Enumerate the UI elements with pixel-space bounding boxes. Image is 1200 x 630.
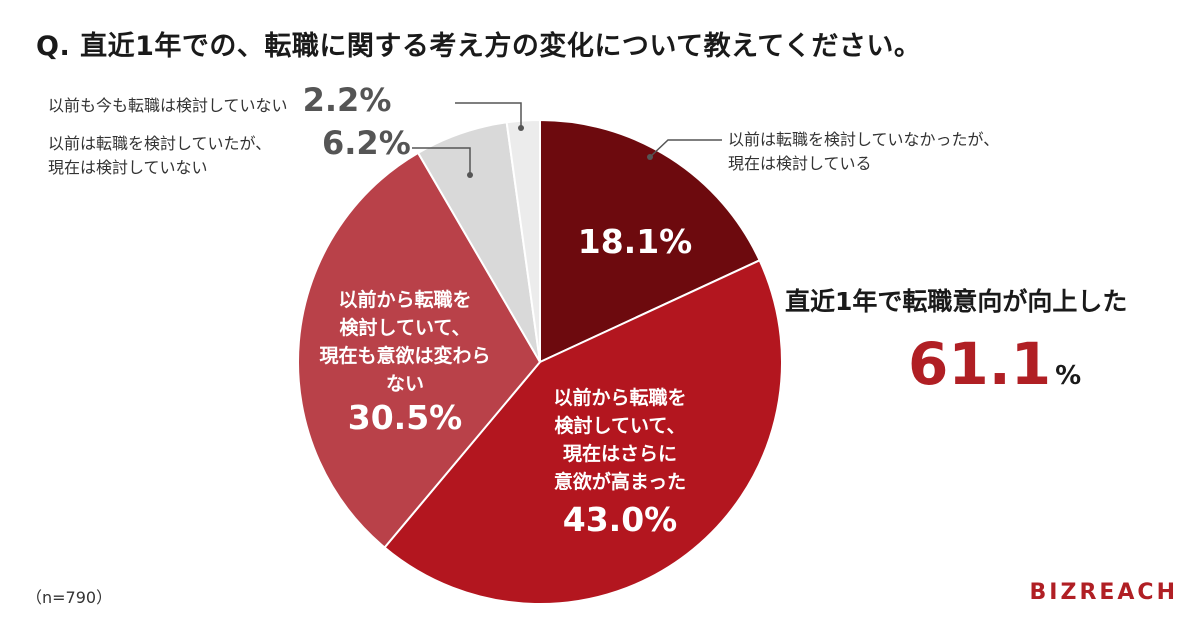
slice-2-value: 43.0%	[562, 500, 678, 539]
slice-3-label-line3: 現在も意欲は変わら	[319, 345, 491, 367]
leader-dot-slice-5	[518, 125, 524, 131]
slice-5-label: 以前も今も転職は検討していない	[48, 96, 288, 115]
slice-2-label-line2: 検討していて、	[554, 415, 686, 437]
leader-dot-slice-4	[467, 172, 473, 178]
leader-line-slice-4	[412, 147, 471, 175]
slice-5-value: 2.2%	[302, 81, 392, 119]
slice-2-label: 以前から転職を 検討していて、 現在はさらに 意欲が高まった	[520, 384, 720, 496]
pie-slice-5	[505, 118, 541, 363]
pie-slice-3	[297, 151, 542, 549]
slice-4-value: 6.2%	[322, 124, 411, 162]
pie-slice-2	[383, 259, 783, 605]
slice-3-label-line4: ない	[385, 373, 424, 395]
slice-4-callout: 以前は転職を検討していたが、 現在は検討していない	[48, 132, 271, 180]
slice-2-label-line1: 以前から転職を	[553, 387, 687, 409]
slice-4-label-line2: 現在は検討していない	[48, 158, 208, 177]
brand-logo: BIZREACH	[1029, 580, 1178, 605]
summary-label: 直近1年で転職意向が向上した	[785, 287, 1128, 316]
leader-dot-slice-1	[647, 154, 653, 160]
slice-3-label-line2: 検討していて、	[339, 317, 471, 339]
slice-1-label-line2: 現在は検討している	[728, 154, 872, 173]
leader-line-slice-1	[649, 139, 722, 158]
sample-size-note: （n=790）	[26, 588, 113, 607]
slice-3-value: 30.5%	[347, 398, 463, 437]
leader-line-slice-5	[455, 102, 522, 128]
slice-4-label-line1: 以前は転職を検討していたが、	[48, 134, 272, 153]
pie-slice-1	[539, 118, 761, 364]
summary-number: 61.1	[908, 330, 1052, 398]
slice-1-label-line1: 以前は転職を検討していなかったが、	[728, 130, 1000, 149]
summary-value: 61.1%	[908, 330, 1081, 398]
slice-1-callout: 以前は転職を検討していなかったが、 現在は検討している	[728, 128, 999, 176]
slice-1-value: 18.1%	[577, 222, 693, 261]
summary-unit: %	[1055, 361, 1082, 391]
slice-2-label-line4: 意欲が高まった	[553, 471, 687, 493]
slice-2-label-line3: 現在はさらに	[562, 443, 677, 465]
slice-3-label-line1: 以前から転職を	[338, 289, 472, 311]
chart-title: Q. 直近1年での、転職に関する考え方の変化について教えてください。	[36, 31, 922, 62]
slice-5-callout: 以前も今も転職は検討していない 2.2%	[48, 84, 391, 118]
slice-3-label: 以前から転職を 検討していて、 現在も意欲は変わら ない	[300, 286, 510, 398]
